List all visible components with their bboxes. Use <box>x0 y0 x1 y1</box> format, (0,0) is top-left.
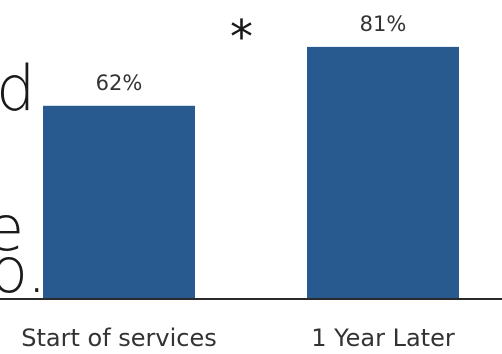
data-label-2: 81% <box>360 12 407 36</box>
cutoff-text-d: d <box>0 52 36 125</box>
bar-1 <box>43 105 195 298</box>
category-label-2: 1 Year Later <box>311 324 455 352</box>
bar-2 <box>307 46 459 299</box>
category-label-1: Start of services <box>21 324 217 352</box>
cutoff-text-e: e <box>0 192 25 265</box>
data-label-1: 62% <box>96 71 143 95</box>
cutoff-text-period: o. <box>0 234 47 307</box>
significance-asterisk: * <box>230 10 253 64</box>
